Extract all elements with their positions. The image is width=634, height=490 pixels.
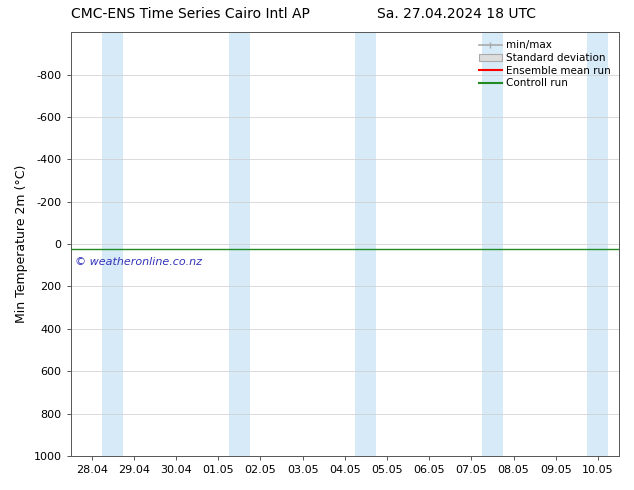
Bar — [229, 32, 250, 456]
Text: Sa. 27.04.2024 18 UTC: Sa. 27.04.2024 18 UTC — [377, 7, 536, 22]
Legend: min/max, Standard deviation, Ensemble mean run, Controll run: min/max, Standard deviation, Ensemble me… — [476, 37, 614, 92]
Y-axis label: Min Temperature 2m (°C): Min Temperature 2m (°C) — [15, 165, 28, 323]
Bar — [482, 32, 503, 456]
Text: © weatheronline.co.nz: © weatheronline.co.nz — [75, 257, 202, 267]
Bar — [102, 32, 124, 456]
Text: CMC-ENS Time Series Cairo Intl AP: CMC-ENS Time Series Cairo Intl AP — [71, 7, 309, 22]
Bar — [355, 32, 377, 456]
Bar — [587, 32, 609, 456]
